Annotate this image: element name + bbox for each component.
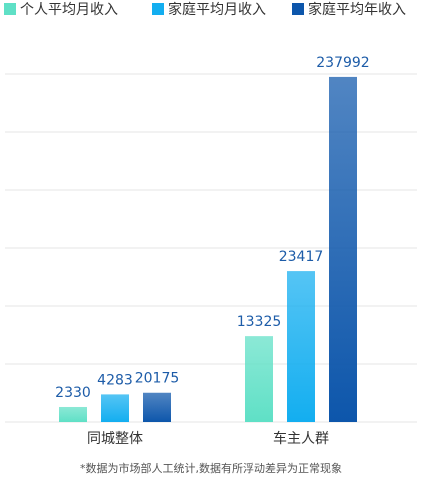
x-tick-label: 车主人群 xyxy=(273,430,329,447)
value-label: 2330 xyxy=(55,385,91,401)
legend-label: 家庭平均月收入 xyxy=(168,1,266,18)
bar xyxy=(101,394,129,422)
x-tick-label: 同城整体 xyxy=(87,431,143,447)
value-label: 237992 xyxy=(316,55,369,71)
legend-swatch xyxy=(292,3,304,15)
bar xyxy=(143,392,171,422)
footnote: *数据为市场部人工统计,数据有所浮动差异为正常现象 xyxy=(80,461,342,475)
value-label: 4283 xyxy=(97,372,133,388)
value-label: 20175 xyxy=(135,371,180,387)
bar xyxy=(329,76,357,423)
value-label: 23417 xyxy=(279,249,324,265)
bar xyxy=(287,271,315,422)
legend-swatch xyxy=(152,3,164,15)
legend-label: 个人平均月收入 xyxy=(20,2,118,18)
bar xyxy=(245,336,273,422)
legend-swatch xyxy=(4,3,16,15)
bar xyxy=(59,406,87,422)
value-label: 13325 xyxy=(237,314,282,330)
legend-label: 家庭平均年收入 xyxy=(308,1,406,18)
